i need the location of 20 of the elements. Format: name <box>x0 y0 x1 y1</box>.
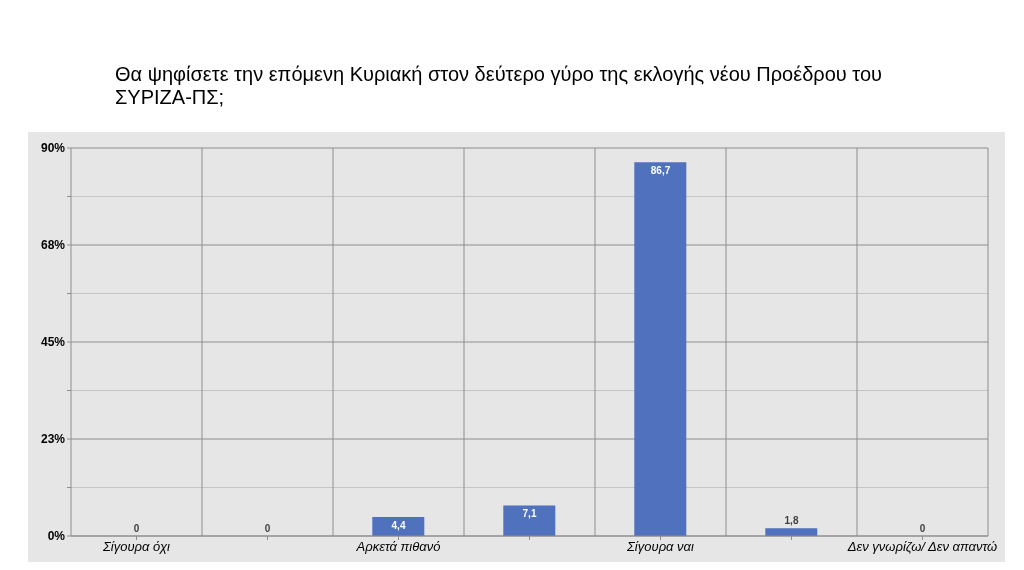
data-label: 7,1 <box>522 508 537 520</box>
x-tick-label: Σίγουρα ναι <box>626 539 695 555</box>
data-label: 0 <box>919 523 926 534</box>
y-tick-label: 0% <box>47 529 66 544</box>
y-tick-label: 90% <box>40 141 66 156</box>
bar <box>765 528 818 536</box>
bar <box>503 505 556 536</box>
bar <box>634 162 687 536</box>
y-tick-label: 68% <box>40 238 66 253</box>
data-label: 0 <box>133 523 140 534</box>
data-label: 0 <box>264 523 271 534</box>
data-label: 4,4 <box>391 520 406 532</box>
x-tick-label: Δεν γνωρίζω/ Δεν απαντώ <box>846 539 998 555</box>
y-tick-label: 45% <box>40 335 66 350</box>
y-tick-label: 23% <box>40 432 66 447</box>
chart-title: Θα ψηφίσετε την επόμενη Κυριακή στον δεύτερο γύρο της εκλογής νέου Προέδρου του ΣΥΡΙΖΑ-ΠΣ; <box>115 63 883 109</box>
x-tick-label: Αρκετά πιθανό <box>355 539 441 555</box>
x-tick-label: Σίγουρα όχι <box>102 539 171 555</box>
data-label: 1,8 <box>784 515 799 527</box>
data-label: 86,7 <box>650 165 671 177</box>
